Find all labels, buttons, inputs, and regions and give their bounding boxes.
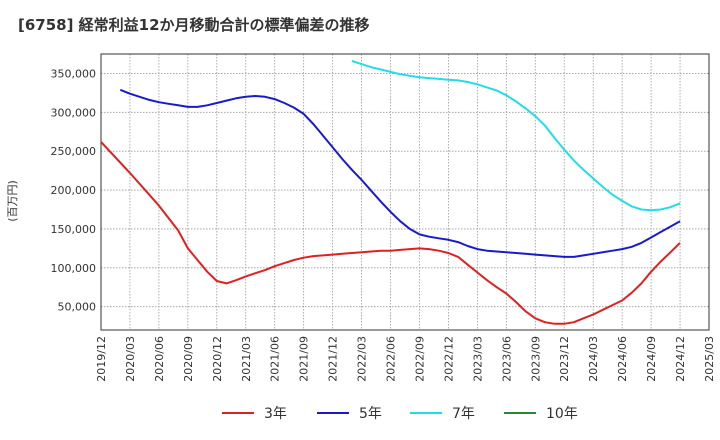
x-tick-label: 2025/03 bbox=[703, 336, 716, 382]
y-tick-label: 350,000 bbox=[51, 67, 97, 80]
x-tick-label: 2023/09 bbox=[529, 336, 542, 382]
x-tick-label: 2021/03 bbox=[240, 336, 253, 382]
x-axis-ticks: 2019/12 2020/03 2020/06 2020/09 2020/12 2021/… bbox=[95, 336, 716, 382]
y-axis-ticks: 50,000 100,000 150,000 200,000 250,000 300,00… bbox=[51, 67, 97, 313]
y-tick-label: 50,000 bbox=[58, 301, 97, 314]
x-tick-label: 2023/12 bbox=[558, 336, 571, 382]
legend-label: 3年 bbox=[264, 406, 287, 422]
chart-title: [6758] 経常利益12か月移動合計の標準偏差の推移 bbox=[18, 16, 370, 34]
x-tick-label: 2020/12 bbox=[211, 336, 224, 382]
x-tick-label: 2024/12 bbox=[674, 336, 687, 382]
x-tick-label: 2019/12 bbox=[95, 336, 108, 382]
x-tick-label: 2020/09 bbox=[182, 336, 195, 382]
series-line bbox=[351, 60, 681, 212]
x-tick-label: 2023/06 bbox=[500, 336, 513, 382]
x-tick-label: 2021/06 bbox=[269, 336, 282, 382]
x-tick-label: 2021/12 bbox=[327, 336, 340, 382]
y-axis-label: (百万円) bbox=[6, 180, 19, 222]
y-tick-label: 200,000 bbox=[51, 184, 97, 197]
x-tick-label: 2023/03 bbox=[471, 336, 484, 382]
y-tick-label: 250,000 bbox=[51, 145, 97, 158]
x-tick-label: 2022/03 bbox=[356, 336, 369, 382]
x-tick-label: 2020/06 bbox=[153, 336, 166, 382]
x-tick-label: 2022/09 bbox=[413, 336, 426, 382]
legend-label: 7年 bbox=[452, 406, 475, 422]
series-line bbox=[100, 141, 681, 325]
gridlines bbox=[101, 54, 709, 330]
legend: 3年 5年 7年 10年 bbox=[222, 406, 578, 422]
series-line bbox=[119, 88, 681, 258]
x-tick-label: 2022/06 bbox=[385, 336, 398, 382]
x-tick-label: 2024/06 bbox=[616, 336, 629, 382]
x-tick-label: 2022/12 bbox=[442, 336, 455, 382]
legend-label: 5年 bbox=[359, 406, 382, 422]
x-tick-label: 2024/03 bbox=[587, 336, 600, 382]
y-tick-label: 300,000 bbox=[51, 106, 97, 119]
y-tick-label: 100,000 bbox=[51, 262, 97, 275]
legend-label: 10年 bbox=[546, 406, 578, 422]
y-tick-label: 150,000 bbox=[51, 223, 97, 236]
series-lines bbox=[100, 60, 681, 325]
x-tick-label: 2020/03 bbox=[124, 336, 137, 382]
plot-frame bbox=[100, 53, 710, 331]
x-tick-label: 2024/09 bbox=[645, 336, 658, 382]
x-tick-label: 2021/09 bbox=[298, 336, 311, 382]
